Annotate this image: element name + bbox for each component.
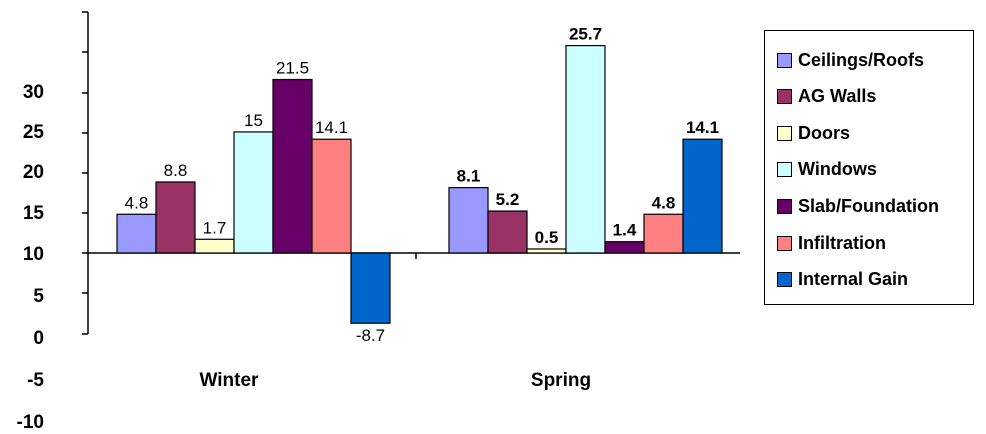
bar (272, 78, 313, 254)
legend-item: Windows (777, 158, 877, 182)
y-tick-label: -10 (17, 412, 44, 433)
legend-label: Slab/Foundation (798, 195, 939, 216)
data-label: 25.7 (569, 25, 602, 44)
legend-label: AG Walls (798, 86, 877, 107)
legend: Ceilings/Roofs AG Walls Doors Windows Slab/F… (764, 30, 974, 305)
category-label: Winter (200, 370, 260, 391)
data-label: 8.8 (164, 161, 188, 180)
y-tick-label: 10 (23, 244, 44, 265)
legend-swatch (777, 125, 792, 141)
data-label: 1.4 (613, 221, 637, 240)
y-tick-label: -5 (27, 370, 44, 391)
bar (194, 238, 235, 254)
bar (116, 213, 157, 254)
y-tick-label: 25 (23, 122, 45, 143)
y-tick-label: 30 (23, 82, 44, 103)
legend-item: Doors (777, 121, 850, 145)
data-label: 0.5 (535, 228, 559, 247)
legend-swatch (777, 198, 792, 214)
legend-label: Doors (798, 122, 851, 143)
data-labels: 4.8 8.8 1.7 15 21.5 14.1 -8.7 8.1 5.2 0.5 25.7 1.4 4… (125, 25, 719, 346)
bar (604, 241, 645, 254)
legend-item: Slab/Foundation (777, 194, 939, 218)
legend-swatch (777, 235, 792, 251)
legend-label: Internal Gain (798, 269, 909, 290)
data-label: 21.5 (276, 58, 309, 77)
legend-item: Infiltration (777, 231, 886, 255)
legend-label: Infiltration (798, 232, 886, 253)
legend-item: Internal Gain (777, 268, 908, 292)
bar (565, 45, 606, 254)
bar (311, 138, 352, 254)
bar (487, 210, 528, 254)
data-label: -8.7 (356, 326, 385, 345)
legend-swatch (777, 89, 792, 105)
bar (448, 187, 489, 254)
legend-label: Ceilings/Roofs (798, 49, 925, 70)
data-label: 14.1 (686, 118, 719, 137)
data-label: 8.1 (457, 167, 481, 186)
bars (116, 45, 723, 324)
y-tick-labels: 30 25 20 15 10 5 0 -5 -10 (17, 82, 45, 433)
legend-label: Windows (798, 159, 877, 180)
legend-swatch (777, 162, 792, 178)
bar (350, 252, 391, 324)
data-label: 5.2 (496, 190, 520, 209)
data-label: 4.8 (652, 193, 676, 212)
data-label: 15 (244, 111, 263, 130)
bar (526, 248, 567, 254)
bar (682, 138, 723, 254)
y-tick-label: 0 (33, 328, 44, 349)
category-labels: Winter Spring (200, 370, 592, 391)
legend-item: Ceilings/Roofs (777, 48, 924, 72)
legend-swatch (777, 52, 792, 68)
category-label: Spring (531, 370, 591, 391)
legend-swatch (777, 272, 792, 288)
bar (643, 213, 684, 254)
bar (233, 131, 274, 254)
y-tick-label: 5 (33, 286, 44, 307)
data-label: 14.1 (315, 118, 348, 137)
y-tick-label: 20 (23, 162, 44, 183)
data-label: 1.7 (203, 218, 227, 237)
bar (155, 181, 196, 254)
legend-item: AG Walls (777, 85, 876, 109)
data-label: 4.8 (125, 193, 149, 212)
y-tick-label: 15 (23, 203, 45, 224)
